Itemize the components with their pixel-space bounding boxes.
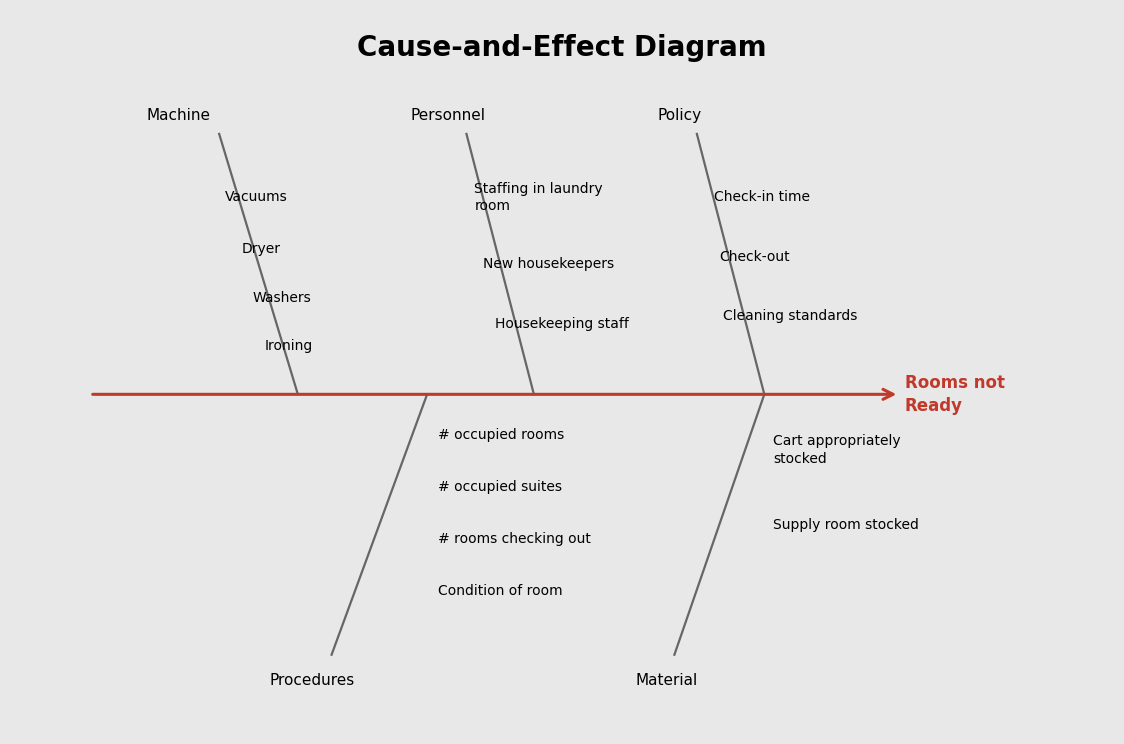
Text: Cleaning standards: Cleaning standards xyxy=(723,310,858,323)
Text: Check-in time: Check-in time xyxy=(714,190,809,204)
Text: Dryer: Dryer xyxy=(242,243,281,256)
Text: Check-out: Check-out xyxy=(719,250,790,263)
Text: # rooms checking out: # rooms checking out xyxy=(438,533,591,546)
Text: # occupied rooms: # occupied rooms xyxy=(438,429,564,442)
Text: Condition of room: Condition of room xyxy=(438,585,563,598)
Text: New housekeepers: New housekeepers xyxy=(483,257,615,271)
Text: # occupied suites: # occupied suites xyxy=(438,481,562,494)
Text: Vacuums: Vacuums xyxy=(225,190,288,204)
Text: Personnel: Personnel xyxy=(410,108,486,123)
Text: Cause-and-Effect Diagram: Cause-and-Effect Diagram xyxy=(357,34,767,62)
Text: Procedures: Procedures xyxy=(270,673,355,688)
Text: Rooms not
Ready: Rooms not Ready xyxy=(905,373,1005,415)
Text: Machine: Machine xyxy=(146,108,210,123)
Text: Material: Material xyxy=(635,673,697,688)
Text: Housekeeping staff: Housekeeping staff xyxy=(495,317,628,330)
Text: Washers: Washers xyxy=(253,291,311,304)
Text: Cart appropriately
stocked: Cart appropriately stocked xyxy=(773,434,901,466)
Text: Policy: Policy xyxy=(658,108,701,123)
Text: Staffing in laundry
room: Staffing in laundry room xyxy=(474,182,602,213)
Text: Supply room stocked: Supply room stocked xyxy=(773,518,919,531)
Text: Ironing: Ironing xyxy=(264,339,312,353)
